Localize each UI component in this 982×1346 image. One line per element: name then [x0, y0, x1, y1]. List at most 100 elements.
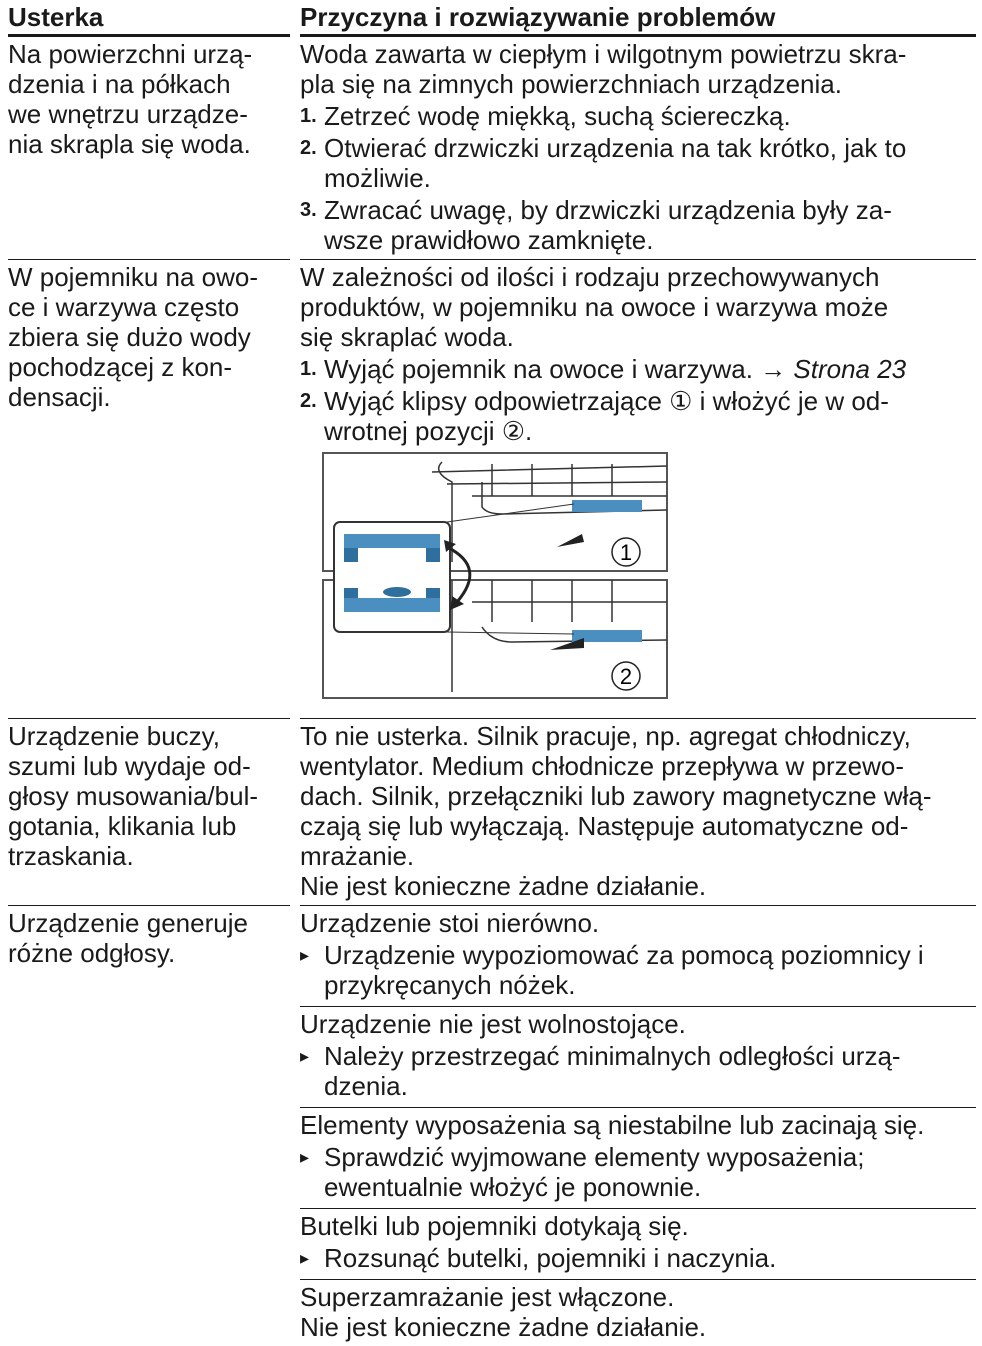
text-line: Sprawdzić wyjmowane elementy wyposażenia… — [324, 1142, 865, 1172]
symptom-cell: W pojemniku na owo-ce i warzywa często zb… — [8, 259, 290, 718]
text-line: Zetrzeć wodę miękką, suchą ściereczką. — [324, 101, 791, 131]
troubleshooting-table: Usterka Przyczyna i rozwiązywanie problem… — [8, 0, 976, 1346]
cause-block: W zależności od ilości i rodzaju przecho… — [300, 262, 976, 706]
text-line: możliwie. — [324, 163, 431, 193]
step-text: Zwracać uwagę, by drzwiczki urządzenia b… — [324, 195, 892, 255]
cause-cell: To nie usterka. Silnik pracuje, np. agre… — [300, 718, 976, 905]
cause-block: Woda zawarta w ciepłym i wilgotnym powie… — [300, 39, 976, 255]
step-text: Zetrzeć wodę miękką, suchą ściereczką. — [324, 101, 791, 131]
text-line: Urządzenie nie jest wolnostojące. — [300, 1009, 686, 1039]
text-line: głosy musowania/bul- — [8, 781, 259, 811]
text-line: Otwierać drzwiczki urządzenia na tak kró… — [324, 133, 907, 163]
cause-cell: Woda zawarta w ciepłym i wilgotnym powie… — [300, 36, 976, 259]
header-cell: Usterka — [8, 0, 290, 36]
text-line: ewentualnie włożyć je ponownie. — [324, 1172, 702, 1202]
bullet: Urządzenie wypoziomować za pomocą poziom… — [300, 940, 976, 1000]
cause-block: Urządzenie stoi nierówno.Urządzenie wypo… — [300, 908, 976, 1000]
step: 3. Zwracać uwagę, by drzwiczki urządzenia… — [300, 195, 976, 255]
figure: 1 2 — [322, 452, 976, 706]
cause-block: Elementy wyposażenia są niestabilne lub … — [300, 1107, 976, 1202]
text-line: Na powierzchni urzą- — [8, 39, 253, 69]
step: 2. Otwierać drzwiczki urządzenia na tak k… — [300, 133, 976, 193]
bullet: Należy przestrzegać minimalnych odległoś… — [300, 1041, 976, 1101]
bullet-text: Należy przestrzegać minimalnych odległoś… — [324, 1041, 901, 1101]
step: 1. Zetrzeć wodę miękką, suchą ściereczką. — [300, 101, 976, 131]
text-line: Urządzenie wypoziomować za pomocą poziom… — [324, 940, 924, 970]
step: 2. Wyjąć klipsy odpowietrzające ① i włoży… — [300, 386, 976, 446]
cause-cell: W zależności od ilości i rodzaju przecho… — [300, 259, 976, 718]
cause-block: Butelki lub pojemniki dotykają się.Rozsu… — [300, 1208, 976, 1273]
symptom-cell: Urządzenie buczy, szumi lub wydaje od-gło… — [8, 718, 290, 905]
text-line: W pojemniku na owo- — [8, 262, 258, 292]
text-line: szumi lub wydaje od- — [8, 751, 251, 781]
cause-block: Urządzenie nie jest wolnostojące.Należy … — [300, 1006, 976, 1101]
step-text: Wyjąć klipsy odpowietrzające ① i włożyć … — [324, 386, 889, 446]
cause-block: Superzamrażanie jest włączone. Nie jest k… — [300, 1279, 976, 1342]
text-line: Rozsunąć butelki, pojemniki i naczynia. — [324, 1243, 777, 1273]
text-line: pochodzącej z kon- — [8, 352, 233, 382]
cause-block: To nie usterka. Silnik pracuje, np. agre… — [300, 721, 976, 901]
symptom-cell: Urządzenie generuje różne odgłosy. — [8, 905, 290, 1346]
bullet-text: Sprawdzić wyjmowane elementy wyposażenia… — [324, 1142, 864, 1202]
text-line: Wyjąć pojemnik na owoce i warzywa. → Str… — [324, 354, 907, 384]
text-line: produktów, w pojemniku na owoce i warzyw… — [300, 292, 889, 322]
text-line: czają się lub wyłączają. Następuje autom… — [300, 811, 909, 841]
page-link[interactable]: Strona 23 — [793, 354, 907, 384]
text-line: trzaskania. — [8, 841, 134, 871]
table-row: W pojemniku na owo-ce i warzywa często zb… — [8, 259, 976, 718]
header-row: Usterka Przyczyna i rozwiązywanie problem… — [8, 0, 976, 36]
bullet: Rozsunąć butelki, pojemniki i naczynia. — [300, 1243, 976, 1273]
step-text: Wyjąć pojemnik na owoce i warzywa. → Str… — [324, 354, 906, 384]
text-line: mrażanie. — [300, 841, 415, 871]
cause-cell: Urządzenie stoi nierówno.Urządzenie wypo… — [300, 905, 976, 1346]
step-number: 2. — [300, 390, 317, 412]
figure-label: 2 — [620, 664, 632, 689]
text-line: dzenia. — [324, 1071, 408, 1101]
text-line: różne odgłosy. — [8, 938, 176, 968]
text-line: Urządzenie stoi nierówno. — [300, 908, 600, 938]
text-line: ce i warzywa często — [8, 292, 240, 322]
table-row: Urządzenie buczy, szumi lub wydaje od-gło… — [8, 718, 976, 905]
header-cell: Przyczyna i rozwiązywanie problemów — [300, 0, 976, 36]
fridge-drawing — [322, 452, 668, 699]
text-line: W zależności od ilości i rodzaju przecho… — [300, 262, 880, 292]
text-line: Zwracać uwagę, by drzwiczki urządzenia b… — [324, 195, 892, 225]
clip-illustration: 1 2 — [322, 452, 668, 699]
symptom-cell: Na powierzchni urzą-dzenia i na półkach w… — [8, 36, 290, 259]
text-line: Urządzenie generuje — [8, 908, 248, 938]
text-line: wrotnej pozycji ②. — [324, 416, 533, 446]
step-number: 3. — [300, 199, 317, 221]
text-line: się skraplać woda. — [300, 322, 514, 352]
text-line: Elementy wyposażenia są niestabilne lub … — [300, 1110, 925, 1140]
text-line: nia skrapla się woda. — [8, 129, 251, 159]
text-line: wentylator. Medium chłodnicze przepływa … — [300, 751, 905, 781]
table-row: Na powierzchni urzą-dzenia i na półkach w… — [8, 36, 976, 259]
text-line: Wyjąć klipsy odpowietrzające ① i włożyć … — [324, 386, 889, 416]
text-line: gotania, klikania lub — [8, 811, 237, 841]
text-line: Nie jest konieczne żadne działanie. — [300, 871, 707, 901]
text-line: Należy przestrzegać minimalnych odległoś… — [324, 1041, 901, 1071]
step: 1. Wyjąć pojemnik na owoce i warzywa. → S… — [300, 354, 976, 384]
text-line: Urządzenie buczy, — [8, 721, 220, 751]
text-line: wsze prawidłowo zamknięte. — [324, 225, 654, 255]
text-line: zbiera się dużo wody — [8, 322, 251, 352]
step-number: 1. — [300, 105, 317, 127]
text-line: densacji. — [8, 382, 111, 412]
text-line: przykręcanych nóżek. — [324, 970, 576, 1000]
bullet-text: Urządzenie wypoziomować za pomocą poziom… — [324, 940, 924, 1000]
figure-label: 1 — [620, 540, 632, 565]
text-line: dzenia i na półkach — [8, 69, 231, 99]
text-line: Woda zawarta w ciepłym i wilgotnym powie… — [300, 39, 907, 69]
step-number: 1. — [300, 358, 317, 380]
text-line: Superzamrażanie jest włączone. — [300, 1282, 675, 1312]
text-line: To nie usterka. Silnik pracuje, np. agre… — [300, 721, 911, 751]
text-line: pla się na zimnych powierzchniach urządz… — [300, 69, 842, 99]
text-line: we wnętrzu urządze- — [8, 99, 248, 129]
text-line: dach. Silnik, przełączniki lub zawory ma… — [300, 781, 932, 811]
bullet-text: Rozsunąć butelki, pojemniki i naczynia. — [324, 1243, 776, 1273]
step-text: Otwierać drzwiczki urządzenia na tak kró… — [324, 133, 906, 193]
table-row: Urządzenie generuje różne odgłosy. Urządze… — [8, 905, 976, 1346]
text-line: Butelki lub pojemniki dotykają się. — [300, 1211, 689, 1241]
bullet: Sprawdzić wyjmowane elementy wyposażenia… — [300, 1142, 976, 1202]
step-number: 2. — [300, 137, 317, 159]
